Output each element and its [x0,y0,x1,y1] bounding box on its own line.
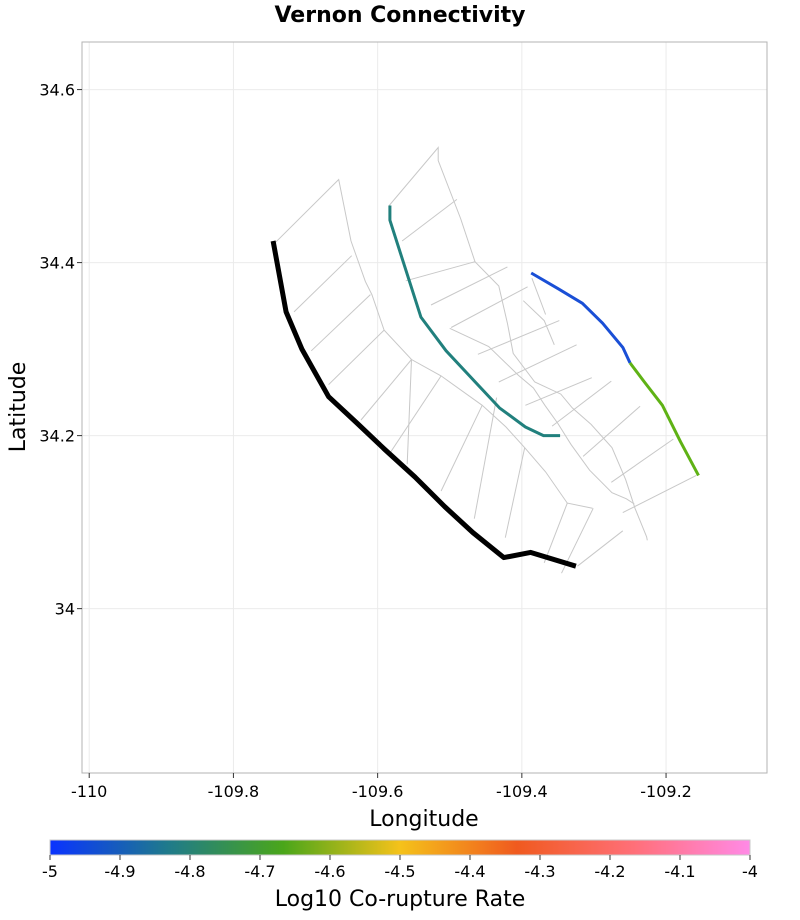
colorbar-ticks: -5 -4.9 -4.8 -4.7 -4.6 -4.5 -4.4 -4.3 -4.2 -4.1 -4 [42,855,758,881]
plot-frame [81,41,768,774]
fault-trace [525,377,592,406]
fault-traces [274,146,697,574]
x-tick-label: -109.8 [208,782,260,801]
colorbar-label: Log10 Co-rupture Rate [275,887,526,912]
fault-trace [430,266,508,306]
fault-trace [401,199,458,242]
colorbar-tick-label: -4.6 [314,862,345,881]
fault-trace [582,405,641,457]
colorbar-tick-label: -4.2 [594,862,625,881]
fault-trace [388,146,648,541]
fault-trace [293,255,353,313]
x-axis-label: Longitude [369,807,478,832]
fault-trace [473,397,498,519]
colorbar-tick-label: -4.7 [244,862,275,881]
y-axis-label: Latitude [6,362,31,453]
grid [82,42,767,773]
colorbar-tick-label: -4.9 [104,862,135,881]
fault-trace [390,375,442,453]
fault-trace [477,320,560,355]
fault-trace [450,286,528,328]
fault-trace [498,344,577,383]
fault-trace [504,447,526,538]
fault-trace [440,405,483,492]
fault-trace [449,327,635,505]
rupture-path [628,361,700,477]
fault-trace [405,261,476,282]
colorbar [49,839,751,856]
colorbar-tick-label: -4.4 [454,862,485,881]
colorbar-tick-label: -4 [742,862,758,881]
rupture-path [388,205,561,438]
y-tick-label: 34.2 [39,427,75,446]
rupture-path [270,240,577,569]
colorbar-tick-label: -4.5 [384,862,415,881]
y-tick-label: 34.4 [39,254,75,273]
fault-trace [611,438,674,483]
rupture-path [530,271,632,364]
x-tick-label: -109.4 [496,782,548,801]
fault-trace [406,359,412,465]
colorbar-tick-label: -4.1 [664,862,695,881]
x-tick-label: -109.6 [352,782,404,801]
chart-title: Vernon Connectivity [274,3,525,28]
fault-trace [551,380,612,427]
fault-trace [577,530,624,567]
y-tick-label: 34.6 [39,81,75,100]
fault-trace [310,294,371,352]
colorbar-tick-label: -4.8 [174,862,205,881]
colorbar-tick-label: -5 [42,862,58,881]
fault-trace [360,359,412,421]
y-tick-label: 34 [55,600,75,619]
fault-trace [622,474,697,514]
fault-trace [531,278,547,315]
colorbar-tick-label: -4.3 [524,862,555,881]
fault-trace [274,178,352,244]
fault-trace [350,240,593,509]
y-axis-ticks: 34 34.2 34.4 34.6 [39,81,82,619]
fault-trace [522,300,555,345]
x-axis-ticks: -110 -109.8 -109.6 -109.4 -109.2 [71,773,692,801]
rupture-paths [270,205,700,569]
fault-trace [543,502,568,563]
x-tick-label: -110 [71,782,107,801]
x-tick-label: -109.2 [640,782,692,801]
fault-trace [328,329,385,385]
